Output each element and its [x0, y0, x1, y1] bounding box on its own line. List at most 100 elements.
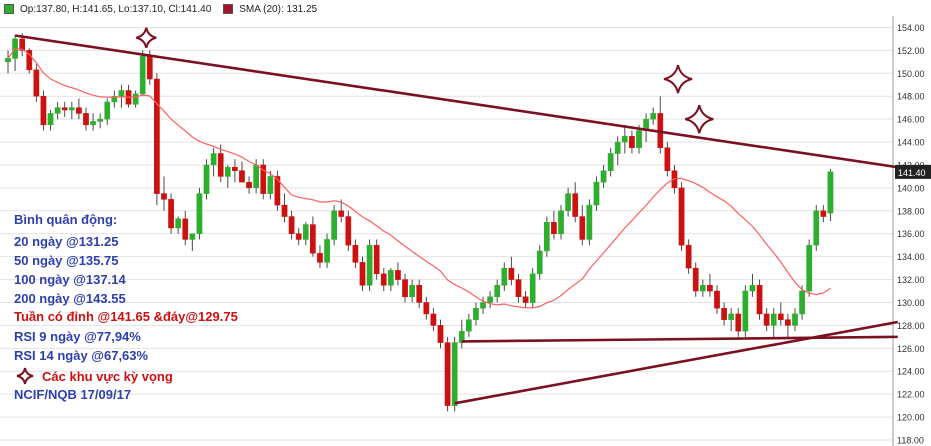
y-tick-label: 136.00: [897, 229, 925, 239]
y-tick-label: 140.00: [897, 183, 925, 193]
candle-body: [189, 233, 196, 240]
candle-body: [785, 319, 791, 326]
candle-body: [352, 244, 359, 263]
candle-body: [579, 216, 586, 240]
candle-body: [813, 210, 820, 246]
candle-body: [267, 176, 274, 194]
candle-body: [614, 141, 621, 154]
candle-body: [47, 113, 54, 126]
candle-body: [40, 95, 47, 126]
candle-body: [742, 290, 749, 332]
star-marker: [663, 64, 693, 94]
candle-body: [508, 267, 515, 280]
candle-body: [437, 325, 444, 343]
rsi14-label: RSI 14 ngày @67,63%: [14, 348, 149, 363]
candle-body: [444, 342, 451, 406]
y-tick-label: 138.00: [897, 206, 925, 216]
candle-body: [572, 193, 579, 217]
sma-legend-text: SMA (20): 131.25: [239, 3, 318, 15]
candle-body: [224, 167, 231, 177]
ohlc-legend-text: Op:137.80, H:141.65, Lo:137.10, Cl:141.4…: [20, 3, 212, 15]
candle-body: [239, 170, 245, 183]
chart-legend: Op:137.80, H:141.65, Lo:137.10, Cl:141.4…: [0, 0, 317, 18]
candle-body: [636, 130, 642, 149]
candle-body: [317, 252, 323, 263]
candle-body: [466, 319, 472, 332]
ohlc-swatch: [4, 4, 14, 14]
candle-body: [232, 167, 238, 171]
candle-body: [90, 121, 96, 126]
candle-body: [629, 136, 635, 149]
candle-body: [146, 55, 153, 80]
candle-body: [217, 153, 224, 177]
ma20-label: 20 ngày @131.25: [14, 234, 119, 249]
candle-body: [756, 285, 763, 315]
candle-body: [97, 118, 104, 122]
sma-line: [7, 48, 831, 309]
candle-body: [543, 222, 550, 252]
candle-body: [650, 113, 657, 120]
candle-body: [168, 199, 174, 229]
candle-body: [777, 313, 784, 320]
trendline-upper-resistance: [14, 34, 898, 169]
zones-label: Các khu vực kỳ vọng: [42, 368, 173, 384]
candle-body: [536, 250, 543, 275]
candle-body: [402, 279, 408, 298]
candle-body: [792, 313, 798, 326]
y-tick-label: 130.00: [897, 298, 925, 308]
candle-body: [799, 290, 805, 315]
ma200-label: 200 ngày @143.55: [14, 291, 126, 306]
candle-body: [735, 313, 742, 332]
candle-body: [473, 307, 479, 320]
candle-body: [820, 210, 827, 217]
star-icon: [16, 367, 34, 385]
candle-body: [331, 210, 337, 240]
candle-body: [430, 313, 437, 326]
candle-body: [522, 296, 529, 303]
ma50-label: 50 ngày @135.75: [14, 253, 119, 268]
candle-body: [551, 222, 557, 234]
y-tick-label: 152.00: [897, 46, 925, 56]
candle-body: [707, 285, 713, 292]
last-price-box: [895, 164, 931, 179]
candle-body: [770, 313, 777, 326]
candle-body: [295, 233, 302, 240]
candle-body: [692, 267, 699, 292]
y-tick-label: 126.00: [897, 344, 925, 354]
sma-swatch: [223, 4, 234, 14]
rsi9-label: RSI 9 ngày @77,94%: [14, 329, 141, 344]
candle-body: [458, 330, 465, 343]
candle-body: [324, 239, 330, 263]
candle-body: [721, 307, 727, 320]
candle-body: [203, 164, 210, 194]
candle-body: [366, 244, 373, 286]
y-tick-label: 118.00: [897, 436, 924, 446]
candle-body: [19, 38, 26, 51]
y-tick-label: 134.00: [897, 252, 925, 262]
y-tick-label: 154.00: [897, 23, 925, 33]
star-marker: [685, 104, 714, 134]
y-tick-label: 146.00: [897, 115, 925, 125]
candle-body: [621, 136, 628, 143]
candle-body: [210, 153, 217, 166]
candle-body: [494, 285, 501, 298]
candle-body: [288, 216, 295, 234]
y-tick-label: 124.00: [897, 367, 925, 377]
zones-legend: Các khu vực kỳ vọng: [16, 367, 173, 385]
candle-body: [600, 170, 607, 183]
candle-body: [68, 107, 75, 111]
candle-body: [83, 113, 89, 126]
candle-body: [593, 181, 600, 206]
candle-body: [664, 147, 671, 171]
candle-body: [451, 342, 458, 406]
candle-body: [685, 244, 692, 269]
candle-body: [54, 107, 61, 114]
candle-body: [345, 216, 352, 246]
candle-body: [416, 285, 423, 303]
candle-body: [586, 204, 593, 240]
candle-body: [246, 181, 252, 189]
candle-body: [480, 302, 486, 309]
candle-body: [728, 313, 735, 320]
candle-body: [515, 279, 522, 298]
candle-body: [111, 95, 118, 103]
